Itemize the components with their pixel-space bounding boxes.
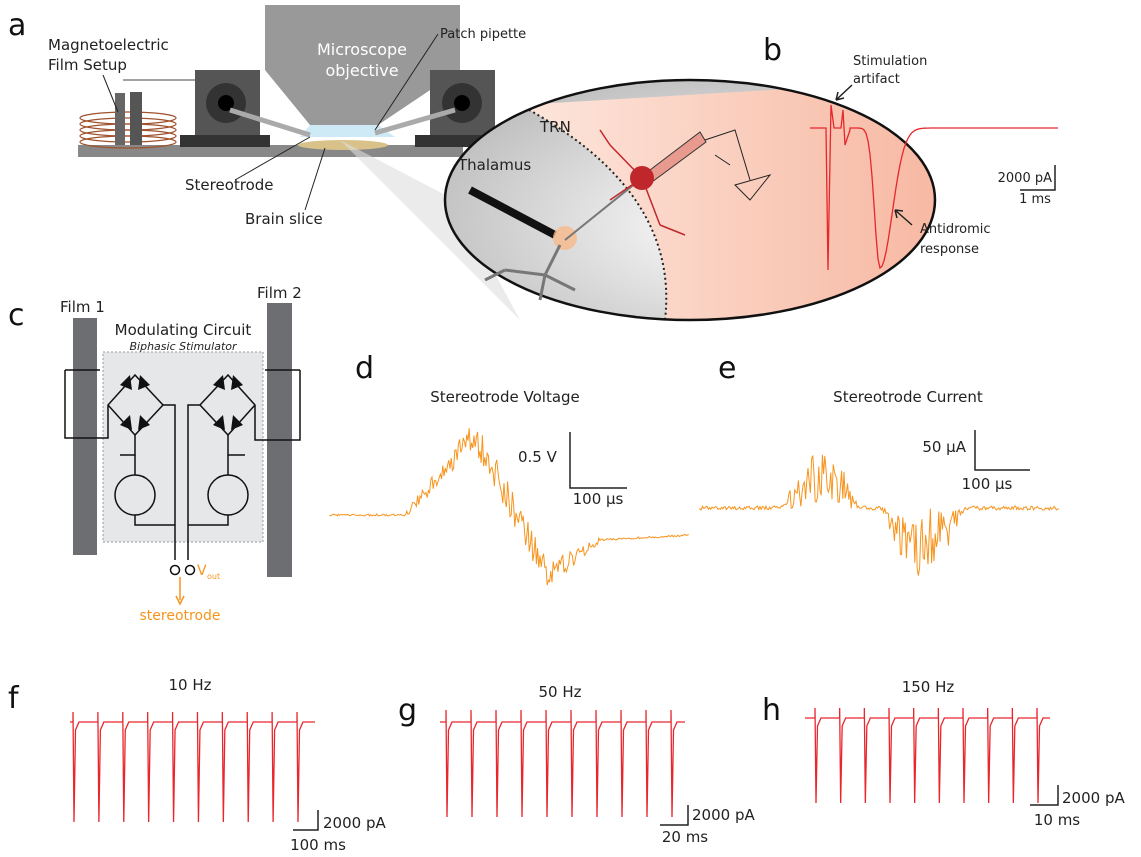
trace <box>330 428 689 585</box>
label: Biphasic Stimulator <box>129 340 238 353</box>
panel-label: e <box>718 351 736 386</box>
label: Microscope <box>317 40 407 59</box>
coil <box>80 112 176 148</box>
scale-label: 0.5 V <box>518 448 558 466</box>
panel-label: a <box>8 8 26 43</box>
panel-a: a Magnetoelectric Film Setup Microscope … <box>8 5 935 320</box>
panel-label: c <box>8 298 25 333</box>
panel-h: h 150 Hz 2000 pA 10 ms <box>762 678 1125 829</box>
label: Antidromic <box>920 222 991 237</box>
scale-label: 2000 pA <box>1062 789 1125 807</box>
trace <box>700 455 1059 576</box>
scale-label: 10 ms <box>1034 811 1080 829</box>
title: Stereotrode Current <box>833 388 983 406</box>
panel-label: d <box>355 351 374 386</box>
title: 10 Hz <box>168 676 211 694</box>
label: Magnetoelectric <box>48 36 169 54</box>
label: objective <box>325 61 398 80</box>
label: Brain slice <box>245 210 323 228</box>
scale-label: 100 ms <box>290 836 346 854</box>
trace <box>440 710 685 817</box>
scale-label: 2000 pA <box>692 806 755 824</box>
label: Film 1 <box>60 298 105 316</box>
label: out <box>207 572 220 581</box>
label: response <box>920 242 979 257</box>
panel-g: g 50 Hz 2000 pA 20 ms <box>398 683 755 846</box>
film <box>130 92 142 145</box>
scale-label: 100 µs <box>962 475 1013 493</box>
scale-label: 100 µs <box>573 490 624 508</box>
title: Stereotrode Voltage <box>430 388 580 406</box>
trace <box>805 708 1050 803</box>
panel-label: f <box>8 681 20 716</box>
label: Patch pipette <box>440 27 526 42</box>
slice <box>298 140 388 150</box>
scale-label: 50 µA <box>922 438 966 456</box>
scale-label: 20 ms <box>662 828 708 846</box>
panel-d: d Stereotrode Voltage 0.5 V 100 µs <box>330 351 689 585</box>
label: Modulating Circuit <box>115 321 252 339</box>
label: Stereotrode <box>185 176 274 194</box>
trace <box>70 712 315 822</box>
title: 50 Hz <box>538 683 581 701</box>
label: TRN <box>539 118 571 136</box>
panel-label: g <box>398 693 417 728</box>
panel-label: b <box>763 33 782 68</box>
panel-e: e Stereotrode Current 50 µA 100 µs <box>700 351 1059 576</box>
label: artifact <box>853 72 900 87</box>
title: 150 Hz <box>902 678 955 696</box>
manipulator-base <box>180 135 270 147</box>
panel-c: c Film 1 Film 2 Modulating Circuit Bipha… <box>8 284 302 624</box>
bench <box>78 145 463 157</box>
scale-label: 2000 pA <box>998 171 1052 186</box>
panel-f: f 10 Hz 2000 pA 100 ms <box>8 676 386 854</box>
scale-label: 1 ms <box>1019 192 1051 207</box>
label: Stimulation <box>853 54 927 69</box>
label: Film Setup <box>48 56 127 74</box>
label: stereotrode <box>139 608 220 624</box>
label: V <box>197 563 207 579</box>
film <box>115 93 125 145</box>
label: Film 2 <box>257 284 302 302</box>
panel-label: h <box>762 693 781 728</box>
scale-label: 2000 pA <box>323 814 386 832</box>
label: Thalamus <box>457 156 531 174</box>
figure: a Magnetoelectric Film Setup Microscope … <box>0 0 1141 857</box>
